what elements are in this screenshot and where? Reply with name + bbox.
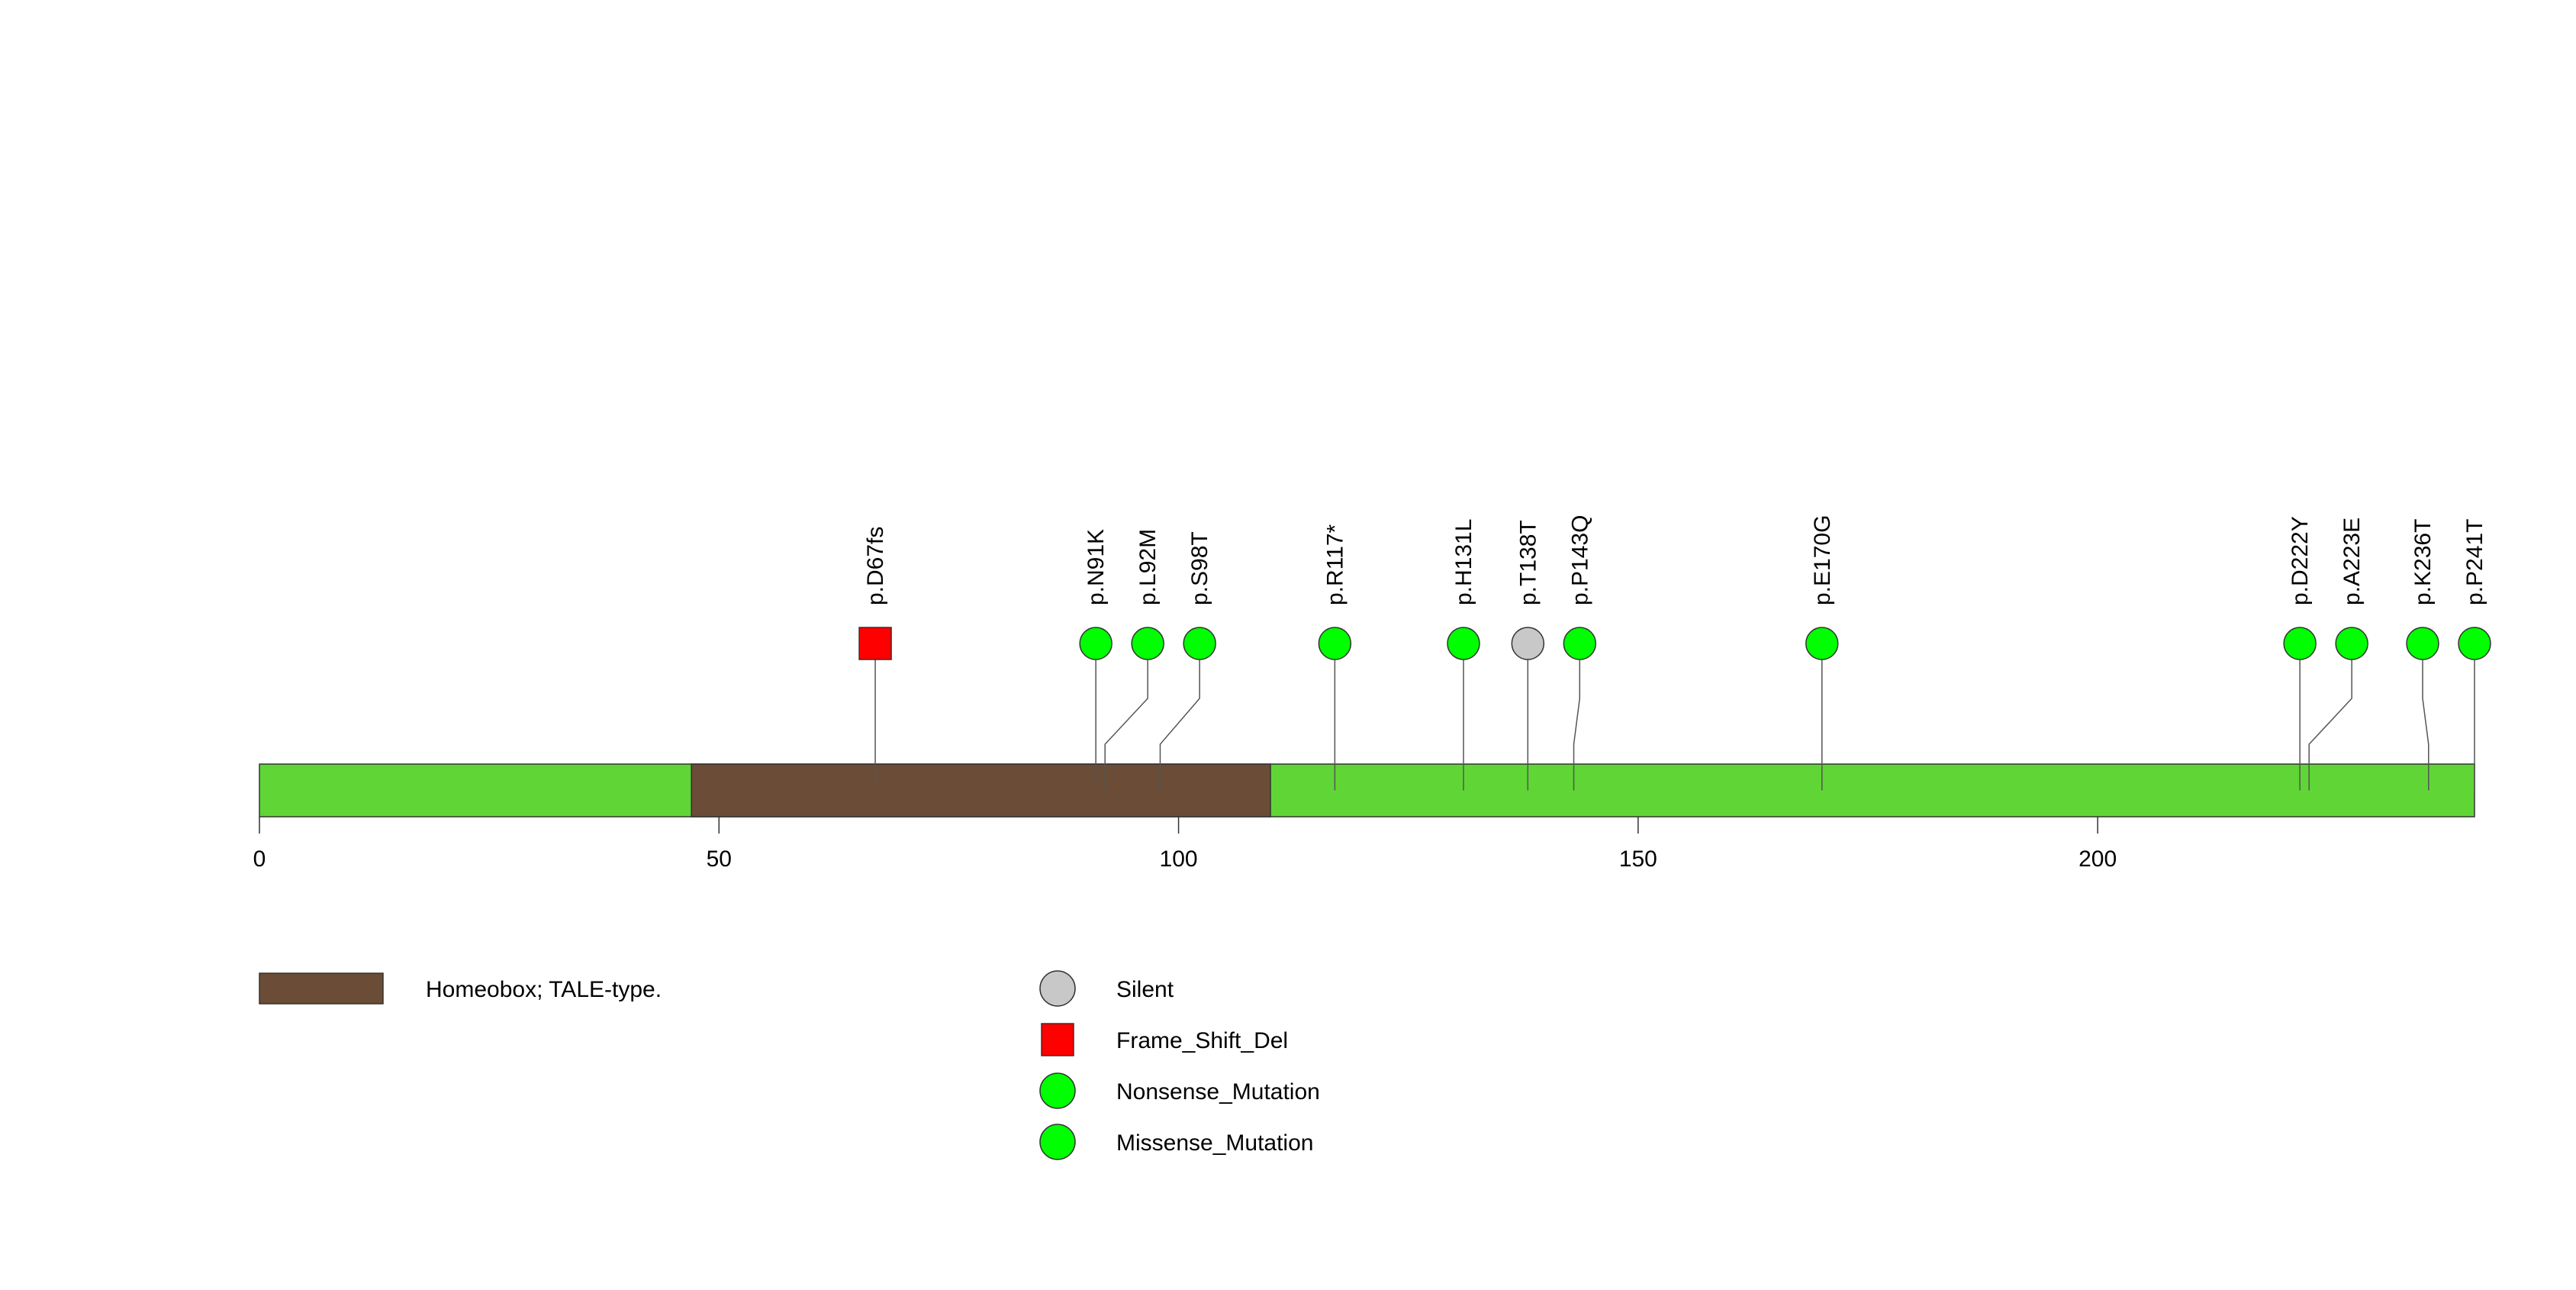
- lollipop-stem: [1159, 660, 1200, 791]
- protein-backbone: [259, 763, 2475, 818]
- legend-nonsense-mutation-symbol: [1039, 1072, 1076, 1109]
- x-tick-label: 100: [1160, 847, 1198, 872]
- mutation-marker-p-s98t: [1183, 627, 1216, 660]
- legend-missense-mutation-label: Missense_Mutation: [1116, 1130, 1313, 1156]
- legend-domain-swatch: [259, 972, 384, 1005]
- legend-domain-label: Homeobox; TALE-type.: [426, 977, 662, 1002]
- mutation-label: p.D222Y: [2288, 516, 2313, 605]
- x-tick-label: 0: [253, 847, 266, 872]
- mutation-label: p.D67fs: [863, 527, 888, 605]
- mutation-marker-p-a223e: [2335, 627, 2368, 660]
- lollipop-stem: [2308, 660, 2352, 791]
- mutation-label: p.N91K: [1084, 529, 1109, 605]
- domain-homeobox-tale-type: [691, 763, 1271, 818]
- legend-missense-mutation-symbol: [1039, 1124, 1076, 1160]
- x-tick-label: 200: [2079, 847, 2117, 872]
- lollipop-stem: [2422, 660, 2429, 791]
- legend-frame-shift-del-symbol: [1041, 1023, 1074, 1056]
- mutation-label: p.T138T: [1515, 520, 1541, 605]
- mutation-label: p.R117*: [1322, 524, 1348, 605]
- mutation-marker-p-d222y: [2283, 627, 2317, 660]
- x-tick-label: 150: [1619, 847, 1657, 872]
- lollipop-stem: [1104, 660, 1148, 791]
- mutation-marker-p-e170g: [1805, 627, 1839, 660]
- mutation-marker-p-t138t: [1511, 627, 1545, 660]
- mutation-marker-p-n91k: [1079, 627, 1113, 660]
- legend-nonsense-mutation-label: Nonsense_Mutation: [1116, 1079, 1320, 1105]
- legend-silent-symbol: [1039, 970, 1076, 1007]
- mutation-marker-p-h131l: [1447, 627, 1480, 660]
- legend: Homeobox; TALE-type. Silent Frame_Shift_De…: [259, 970, 1320, 1160]
- mutation-labels: p.D67fs p.N91K p.L92M p.S98T p.R117* p.H131L p…: [863, 515, 2487, 605]
- mutation-label: p.S98T: [1187, 531, 1212, 605]
- mutation-label: p.K236T: [2410, 519, 2436, 605]
- mutation-marker-p-d67fs: [858, 627, 892, 660]
- mutation-marker-p-r117: [1318, 627, 1352, 660]
- lollipop-heads: [858, 627, 2491, 660]
- mutation-marker-p-p143q: [1563, 627, 1597, 660]
- mutation-label: p.P241T: [2462, 519, 2487, 605]
- mutation-label: p.P143Q: [1567, 515, 1592, 605]
- x-axis: 0 50 100 150 200: [253, 817, 2117, 872]
- mutation-label: p.L92M: [1135, 529, 1161, 605]
- mutation-marker-p-k236t: [2406, 627, 2439, 660]
- x-tick-label: 50: [707, 847, 732, 872]
- legend-silent-label: Silent: [1116, 977, 1174, 1002]
- legend-frame-shift-del-label: Frame_Shift_Del: [1116, 1028, 1288, 1053]
- mutation-label: p.H131L: [1451, 519, 1476, 605]
- mutation-marker-p-p241t: [2458, 627, 2491, 660]
- lollipop-stem: [1573, 660, 1581, 791]
- protein-backbone-bar: [259, 763, 2475, 818]
- mutation-label: p.E170G: [1810, 515, 1835, 605]
- mutation-label: p.A223E: [2339, 518, 2365, 605]
- mutation-marker-p-l92m: [1131, 627, 1164, 660]
- lollipop-stems: [874, 660, 2475, 791]
